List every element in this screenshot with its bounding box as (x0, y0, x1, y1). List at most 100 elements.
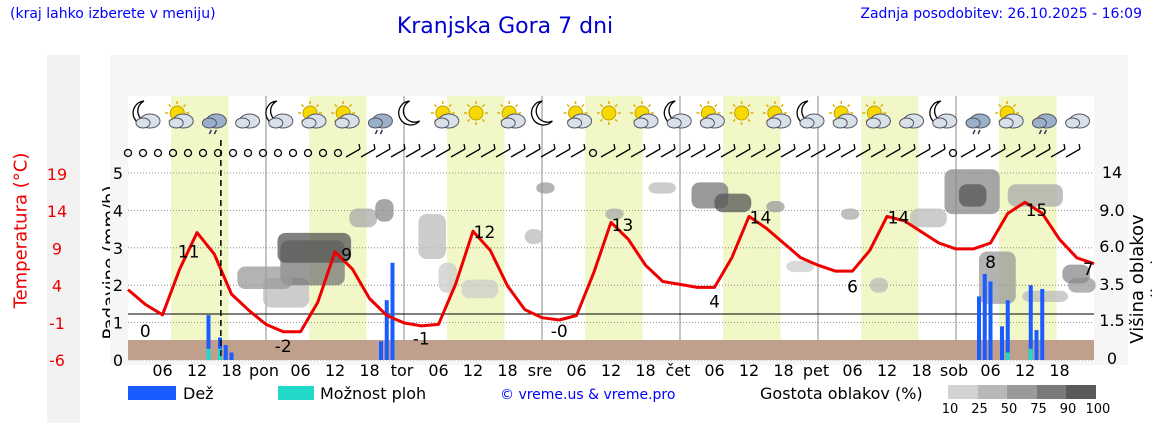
cloud-shape (135, 117, 151, 129)
wind-barb-symbol (615, 148, 631, 158)
wind-barb-symbol (750, 148, 766, 158)
precipitation-tick: 2 (113, 276, 123, 295)
rain-cloud-icon (1031, 113, 1057, 135)
wind-barb-symbol (883, 143, 886, 150)
precipitation-tick: 5 (113, 164, 123, 183)
sun-ray (315, 103, 320, 108)
wind-barb-symbol (930, 148, 946, 158)
wind-calm-symbol (588, 148, 598, 158)
shower-bar (206, 348, 211, 360)
moon-cloud-icon (929, 100, 958, 129)
temperature-value-label: 8 (985, 253, 996, 273)
wind-barb-symbol (420, 148, 436, 158)
rain-drop (977, 129, 981, 135)
sun-ray (566, 103, 570, 108)
cloud-shape (1065, 117, 1081, 129)
moon-icon (530, 100, 553, 126)
cloud-blob (418, 214, 446, 260)
cloud-blob (714, 193, 752, 213)
wind-barb-symbol (645, 148, 661, 158)
sun-ray (647, 103, 652, 108)
temperature-value-label: 15 (1026, 201, 1048, 221)
wind-barb-symbol (433, 143, 436, 150)
sun-ray (632, 103, 637, 108)
cloud-height-tick: 9.0 (1099, 201, 1124, 220)
sun-ray (448, 103, 452, 108)
sun-ray (599, 103, 603, 108)
wind-barb-symbol (613, 143, 616, 150)
credit-link[interactable]: © vreme.us & vreme.pro (500, 387, 676, 403)
wind-calm-symbol (123, 148, 133, 158)
wind-barb-symbol (990, 148, 1006, 158)
wind-barb-symbol (973, 143, 976, 150)
cloud-shape (799, 117, 815, 129)
wind-barb-symbol (643, 143, 646, 150)
wind-barb-symbol (388, 143, 391, 150)
sun-cloud-icon (995, 101, 1024, 129)
sun-ray (614, 118, 618, 123)
wind-barb-symbol (778, 143, 781, 150)
wind-barb-symbol (493, 143, 496, 150)
wind-barb-symbol (793, 143, 796, 150)
wind-barb-symbol (765, 148, 781, 158)
x-tick-label: sob (940, 361, 968, 380)
wind-barb-symbol (523, 143, 526, 150)
wind-barb-symbol (358, 143, 361, 150)
wind-barb-symbol (555, 148, 571, 158)
sun-cloud-icon (563, 101, 593, 129)
sun-ray (865, 103, 869, 108)
wind-barb-symbol (928, 143, 931, 150)
x-tick-label: 06 (704, 361, 724, 380)
cloud-shape (699, 117, 715, 129)
cloud-height-tick: 3.5 (1099, 275, 1124, 294)
density-swatch (948, 385, 978, 399)
cloud-blob (869, 277, 889, 293)
precipitation-tick: 4 (113, 201, 123, 220)
wind-barb-symbol (495, 148, 511, 158)
temperature-tick: 9 (52, 239, 62, 258)
wind-barb-symbol (360, 148, 376, 158)
sun-cloud-icon (630, 101, 659, 129)
last-updated: Zadnja posodobitev: 26.10.2025 - 16:09 (860, 6, 1142, 22)
rain-cloud-icon (965, 113, 991, 135)
rain-bar (1034, 330, 1039, 360)
cloud-shape (434, 117, 450, 129)
rain-drop (972, 129, 976, 135)
wind-barb-symbol (628, 143, 631, 150)
precipitation-tick: 0 (113, 351, 123, 370)
wind-barb-symbol (418, 143, 421, 150)
wind-barb-symbol (630, 148, 646, 158)
sun-cloud-icon (165, 101, 194, 129)
wind-barb-symbol (403, 143, 406, 150)
wind-barb-symbol (600, 148, 616, 158)
x-tick-label: pet (803, 361, 829, 380)
sun-ray (998, 103, 1002, 108)
wind-barb-symbol (525, 148, 541, 158)
x-tick-label: 06 (290, 361, 310, 380)
cloud-shape (567, 117, 583, 129)
cloud-icon (235, 113, 261, 129)
wind-barb-symbol (1065, 148, 1081, 158)
sun-ray (747, 118, 751, 123)
cloud-shape (998, 117, 1014, 129)
sun-ray (466, 118, 471, 123)
wind-calm-symbol (183, 148, 193, 158)
x-tick-label: 12 (1015, 361, 1035, 380)
wind-calm-symbol (138, 148, 148, 158)
legend-shower-swatch (278, 386, 314, 400)
x-tick-label: pon (249, 361, 279, 380)
density-swatch (1066, 385, 1096, 399)
rain-bar (1028, 285, 1033, 360)
x-tick-label: 18 (773, 361, 793, 380)
x-tick-label: sre (528, 361, 552, 380)
sun-icon (464, 101, 488, 125)
temperature-tick: -6 (49, 351, 65, 370)
sun-ray (880, 103, 884, 108)
wind-barb-symbol (450, 148, 466, 158)
cloud-shape (865, 117, 881, 129)
rain-drop (1038, 129, 1043, 135)
cloud-height-tick: 6.0 (1099, 237, 1124, 256)
temperature-value-label: 4 (709, 292, 720, 312)
temperature-value-label: 12 (474, 223, 496, 243)
